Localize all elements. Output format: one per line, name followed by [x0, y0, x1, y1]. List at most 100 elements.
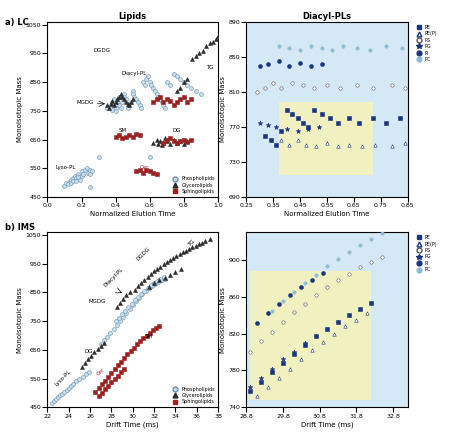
Point — [383, 119, 390, 126]
Text: Diacyl-PL: Diacyl-PL — [122, 71, 147, 76]
Point — [109, 106, 116, 113]
Point — [144, 284, 151, 291]
Point — [130, 344, 137, 351]
Point — [160, 139, 167, 146]
Point — [64, 180, 72, 187]
Point — [94, 345, 101, 352]
Point — [151, 280, 159, 287]
Text: TG: TG — [187, 239, 196, 247]
Point — [170, 102, 177, 109]
Point — [301, 300, 309, 307]
Point — [279, 298, 287, 305]
Bar — [279, 102, 373, 175]
Point — [319, 269, 327, 276]
Point — [290, 289, 298, 296]
Point — [69, 175, 77, 182]
Point — [264, 60, 272, 67]
Text: SM: SM — [118, 128, 127, 134]
Point — [288, 80, 296, 87]
Point — [268, 369, 276, 376]
Point — [114, 96, 121, 103]
Point — [254, 319, 261, 326]
Point — [91, 349, 98, 356]
Point — [126, 305, 133, 312]
Point — [166, 97, 174, 104]
Point — [141, 276, 148, 283]
Point — [264, 384, 272, 391]
Point — [310, 106, 318, 113]
X-axis label: Normalized Elution Time: Normalized Elution Time — [90, 211, 175, 217]
Point — [73, 178, 80, 185]
Point — [315, 124, 323, 131]
Point — [85, 368, 93, 375]
Point — [279, 318, 287, 325]
Point — [139, 335, 147, 342]
Point — [58, 390, 66, 397]
Point — [173, 139, 181, 146]
Point — [401, 139, 409, 146]
Point — [283, 125, 291, 132]
Point — [161, 274, 169, 281]
Point — [160, 102, 167, 109]
Point — [143, 166, 150, 173]
Point — [356, 241, 364, 248]
Point — [163, 137, 171, 144]
Text: Cer: Cer — [96, 367, 106, 377]
Point — [133, 341, 141, 348]
Point — [147, 270, 155, 277]
Point — [81, 359, 89, 366]
Point — [299, 119, 307, 126]
Point — [212, 35, 220, 42]
Point — [153, 171, 160, 178]
Point — [334, 119, 342, 126]
Point — [137, 279, 145, 286]
Point — [163, 96, 171, 103]
Point — [201, 238, 209, 245]
Point — [356, 305, 364, 312]
Point — [104, 382, 112, 389]
Point — [294, 115, 301, 122]
Point — [139, 79, 147, 86]
Point — [183, 76, 191, 83]
Point — [95, 393, 102, 400]
Point — [97, 343, 104, 350]
Point — [91, 388, 99, 395]
Text: Cer: Cer — [140, 165, 149, 170]
Point — [122, 292, 130, 299]
Point — [107, 100, 114, 107]
Point — [74, 173, 82, 180]
Point — [401, 84, 409, 91]
Point — [173, 252, 180, 259]
Point — [126, 132, 133, 139]
Point — [358, 143, 366, 150]
Point — [129, 96, 137, 103]
Point — [122, 99, 130, 106]
Point — [367, 300, 375, 307]
Point — [268, 328, 276, 335]
Point — [143, 76, 150, 83]
Point — [156, 263, 164, 270]
Point — [109, 97, 116, 104]
Point — [399, 45, 406, 52]
Point — [84, 169, 92, 176]
Point — [369, 115, 376, 122]
Point — [296, 46, 304, 53]
Point — [257, 337, 265, 344]
Point — [279, 360, 287, 367]
Point — [177, 138, 184, 145]
Point — [128, 300, 136, 307]
Point — [67, 177, 75, 184]
Point — [73, 378, 80, 385]
Point — [146, 79, 154, 86]
Point — [198, 239, 206, 246]
Point — [301, 339, 309, 346]
Point — [183, 81, 191, 88]
Point — [216, 30, 224, 37]
Point — [79, 373, 86, 380]
Point — [125, 304, 132, 311]
Point — [153, 325, 160, 332]
Point — [86, 171, 94, 178]
Point — [67, 179, 75, 186]
Point — [117, 105, 125, 112]
Point — [182, 247, 190, 254]
